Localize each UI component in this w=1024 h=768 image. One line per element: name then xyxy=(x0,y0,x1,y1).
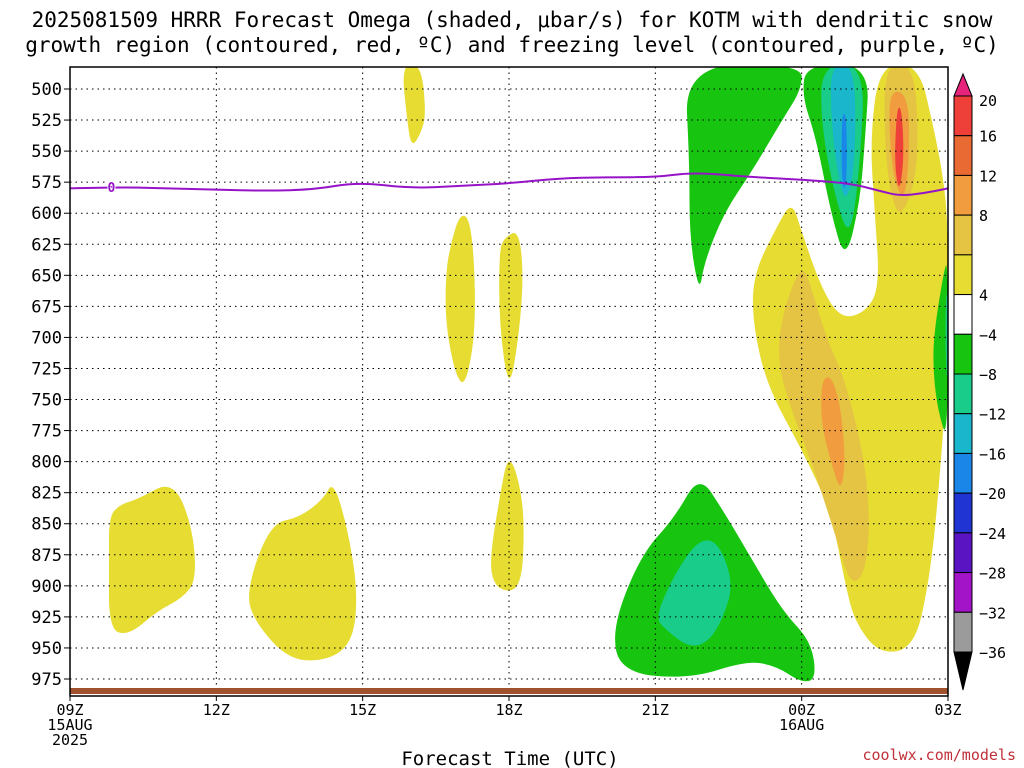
omega-region-weak-up-4 xyxy=(445,215,475,383)
colorbar-bin-14 xyxy=(953,611,973,653)
colorbar-label-10: −24 xyxy=(979,525,1006,543)
ytick-label-850: 850 xyxy=(31,515,62,535)
colorbar-bin-2 xyxy=(953,135,973,176)
colorbar-bin-1 xyxy=(953,95,973,137)
ytick-label-500: 500 xyxy=(31,80,62,100)
ytick-label-800: 800 xyxy=(31,453,62,473)
omega-region-weak-up-3 xyxy=(403,67,425,144)
xtick-label-0-1: 15AUG xyxy=(47,716,92,734)
credit-text: coolwx.com/models xyxy=(862,746,1016,764)
colorbar-label-5: −4 xyxy=(979,326,997,344)
xtick-label-15-0: 00Z xyxy=(788,701,815,719)
ytick-label-875: 875 xyxy=(31,546,62,566)
omega-region-sink-blue-core xyxy=(841,113,847,189)
pressure-axis: 500 525 550 575 600 625 650 675 700 725 750 775 800 8… xyxy=(31,80,70,690)
freezing-level-contour: 0 xyxy=(69,172,949,196)
xtick-label-12-0: 21Z xyxy=(642,701,669,719)
ytick-label-550: 550 xyxy=(31,142,62,162)
xtick-label-9-0: 18Z xyxy=(495,701,522,719)
colorbar-bin-11 xyxy=(953,492,973,534)
colorbar-label-13: −36 xyxy=(979,644,1006,662)
ytick-label-950: 950 xyxy=(31,639,62,659)
colorbar-label-0: 20 xyxy=(979,92,997,110)
gridlines xyxy=(70,67,948,688)
xtick-label-18-0: 03Z xyxy=(934,701,961,719)
ytick-label-525: 525 xyxy=(31,111,62,131)
colorbar-bin-8 xyxy=(953,373,973,415)
colorbar-label-8: −16 xyxy=(979,445,1006,463)
xtick-label-0-2: 2025 xyxy=(52,731,88,749)
omega-region-up-yellow-main xyxy=(752,67,948,652)
ytick-label-725: 725 xyxy=(31,359,62,379)
freezing-level-label: 0 xyxy=(108,181,116,196)
ytick-label-650: 650 xyxy=(31,266,62,286)
ytick-label-675: 675 xyxy=(31,297,62,317)
freezing-level-label-bg xyxy=(107,180,116,194)
ytick-label-600: 600 xyxy=(31,204,62,224)
ytick-label-700: 700 xyxy=(31,328,62,348)
omega-region-sink-teal-low xyxy=(658,540,731,646)
omega-colorbar: 20 16 12 8 4 −4 −8 −12 −16 −20 −24 −28 −32 −36 xyxy=(953,72,1006,691)
xtick-label-6-0: 15Z xyxy=(349,701,376,719)
omega-region-weak-up-2 xyxy=(249,487,357,661)
colorbar-bin-10 xyxy=(953,452,973,494)
colorbar-bin-4 xyxy=(953,214,973,256)
omega-region-weak-up-1 xyxy=(109,486,195,634)
colorbar-bin-6 xyxy=(953,294,973,335)
ytick-label-900: 900 xyxy=(31,577,62,597)
omega-region-weak-up-6 xyxy=(491,461,524,591)
colorbar-bin-3 xyxy=(953,174,973,216)
ytick-label-825: 825 xyxy=(31,484,62,504)
ground-surface xyxy=(70,688,948,694)
colorbar-bin-7 xyxy=(953,333,973,375)
colorbar-label-9: −20 xyxy=(979,485,1006,503)
omega-region-weak-up-5 xyxy=(499,233,523,378)
colorbar-bin-9 xyxy=(953,413,973,454)
ytick-label-575: 575 xyxy=(31,173,62,193)
colorbar-label-7: −12 xyxy=(979,406,1006,424)
omega-shaded-regions xyxy=(109,67,948,682)
freezing-level-line xyxy=(69,172,949,196)
colorbar-bin-12 xyxy=(953,532,973,574)
xtick-label-15-1: 16AUG xyxy=(779,716,824,734)
ytick-label-925: 925 xyxy=(31,608,62,628)
colorbar-label-4: 4 xyxy=(979,287,988,305)
ytick-label-775: 775 xyxy=(31,422,62,442)
ytick-label-975: 975 xyxy=(31,670,62,690)
colorbar-bottom-arrow xyxy=(953,651,973,691)
colorbar-label-12: −32 xyxy=(979,604,1006,622)
colorbar-top-arrow xyxy=(953,72,973,97)
ytick-label-750: 750 xyxy=(31,391,62,411)
chart-title-line2: growth region (contoured, red, ºC) and f… xyxy=(25,33,999,57)
omega-region-up-red-core xyxy=(895,107,904,187)
colorbar-bin-13 xyxy=(953,572,973,613)
omega-region-sink-right-edge xyxy=(933,265,948,430)
colorbar-label-2: 12 xyxy=(979,167,997,185)
ytick-label-625: 625 xyxy=(31,235,62,255)
colorbar-bin-5 xyxy=(953,254,973,296)
xtick-label-3-0: 12Z xyxy=(203,701,230,719)
x-axis-label: Forecast Time (UTC) xyxy=(401,748,618,768)
colorbar-label-1: 16 xyxy=(979,128,997,146)
omega-region-up-orange-dark xyxy=(821,377,845,485)
colorbar-label-11: −28 xyxy=(979,565,1006,583)
chart-title-line1: 2025081509 HRRR Forecast Omega (shaded, … xyxy=(32,8,993,32)
colorbar-label-3: 8 xyxy=(979,207,988,225)
colorbar-label-6: −8 xyxy=(979,366,997,384)
xtick-label-0-0: 09Z xyxy=(56,701,83,719)
